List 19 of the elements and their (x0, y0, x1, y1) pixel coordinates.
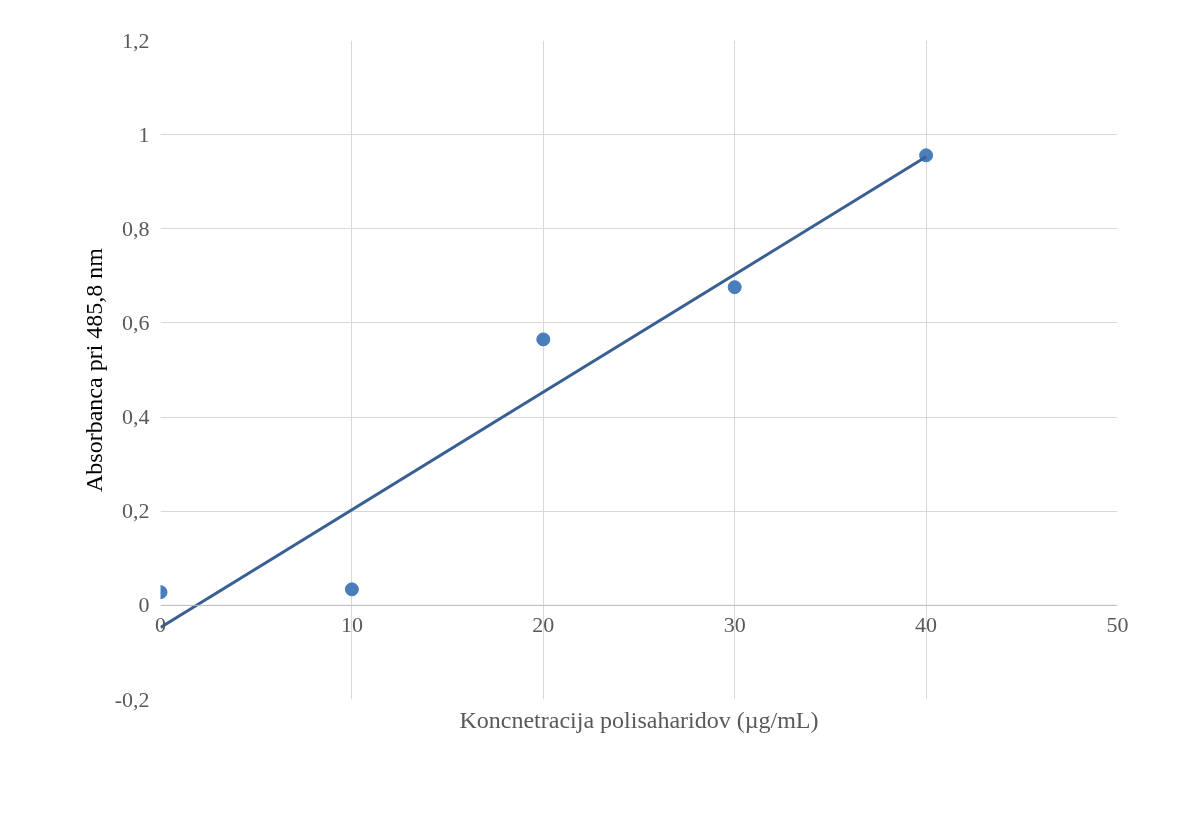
y-tick-label: 0 (138, 592, 150, 618)
x-tick-label: 20 (532, 611, 555, 637)
y-tick-label: 1,2 (122, 27, 150, 53)
y-tick-label: 0,2 (122, 498, 150, 524)
y-tick-label: 0,4 (122, 404, 150, 430)
point (727, 280, 742, 295)
x-axis-title: Koncnetracija polisaharidov (µg/mL) (459, 706, 819, 733)
y-tick-label: 0,6 (122, 309, 150, 335)
x-tick-label: 0 (155, 611, 166, 637)
point (536, 332, 551, 347)
point (344, 582, 359, 597)
x-tick-label: 10 (340, 611, 363, 637)
x-tick-label: 30 (723, 611, 746, 637)
y-tick-label: -0,2 (114, 686, 150, 712)
y-tick-label: 1 (138, 121, 150, 147)
x-tick-label: 40 (915, 611, 938, 637)
y-axis-title: Absorbanca pri 485,8 nm (80, 247, 107, 492)
x-tick-label: 50 (1106, 611, 1129, 637)
y-tick-label: 0,8 (122, 215, 150, 241)
